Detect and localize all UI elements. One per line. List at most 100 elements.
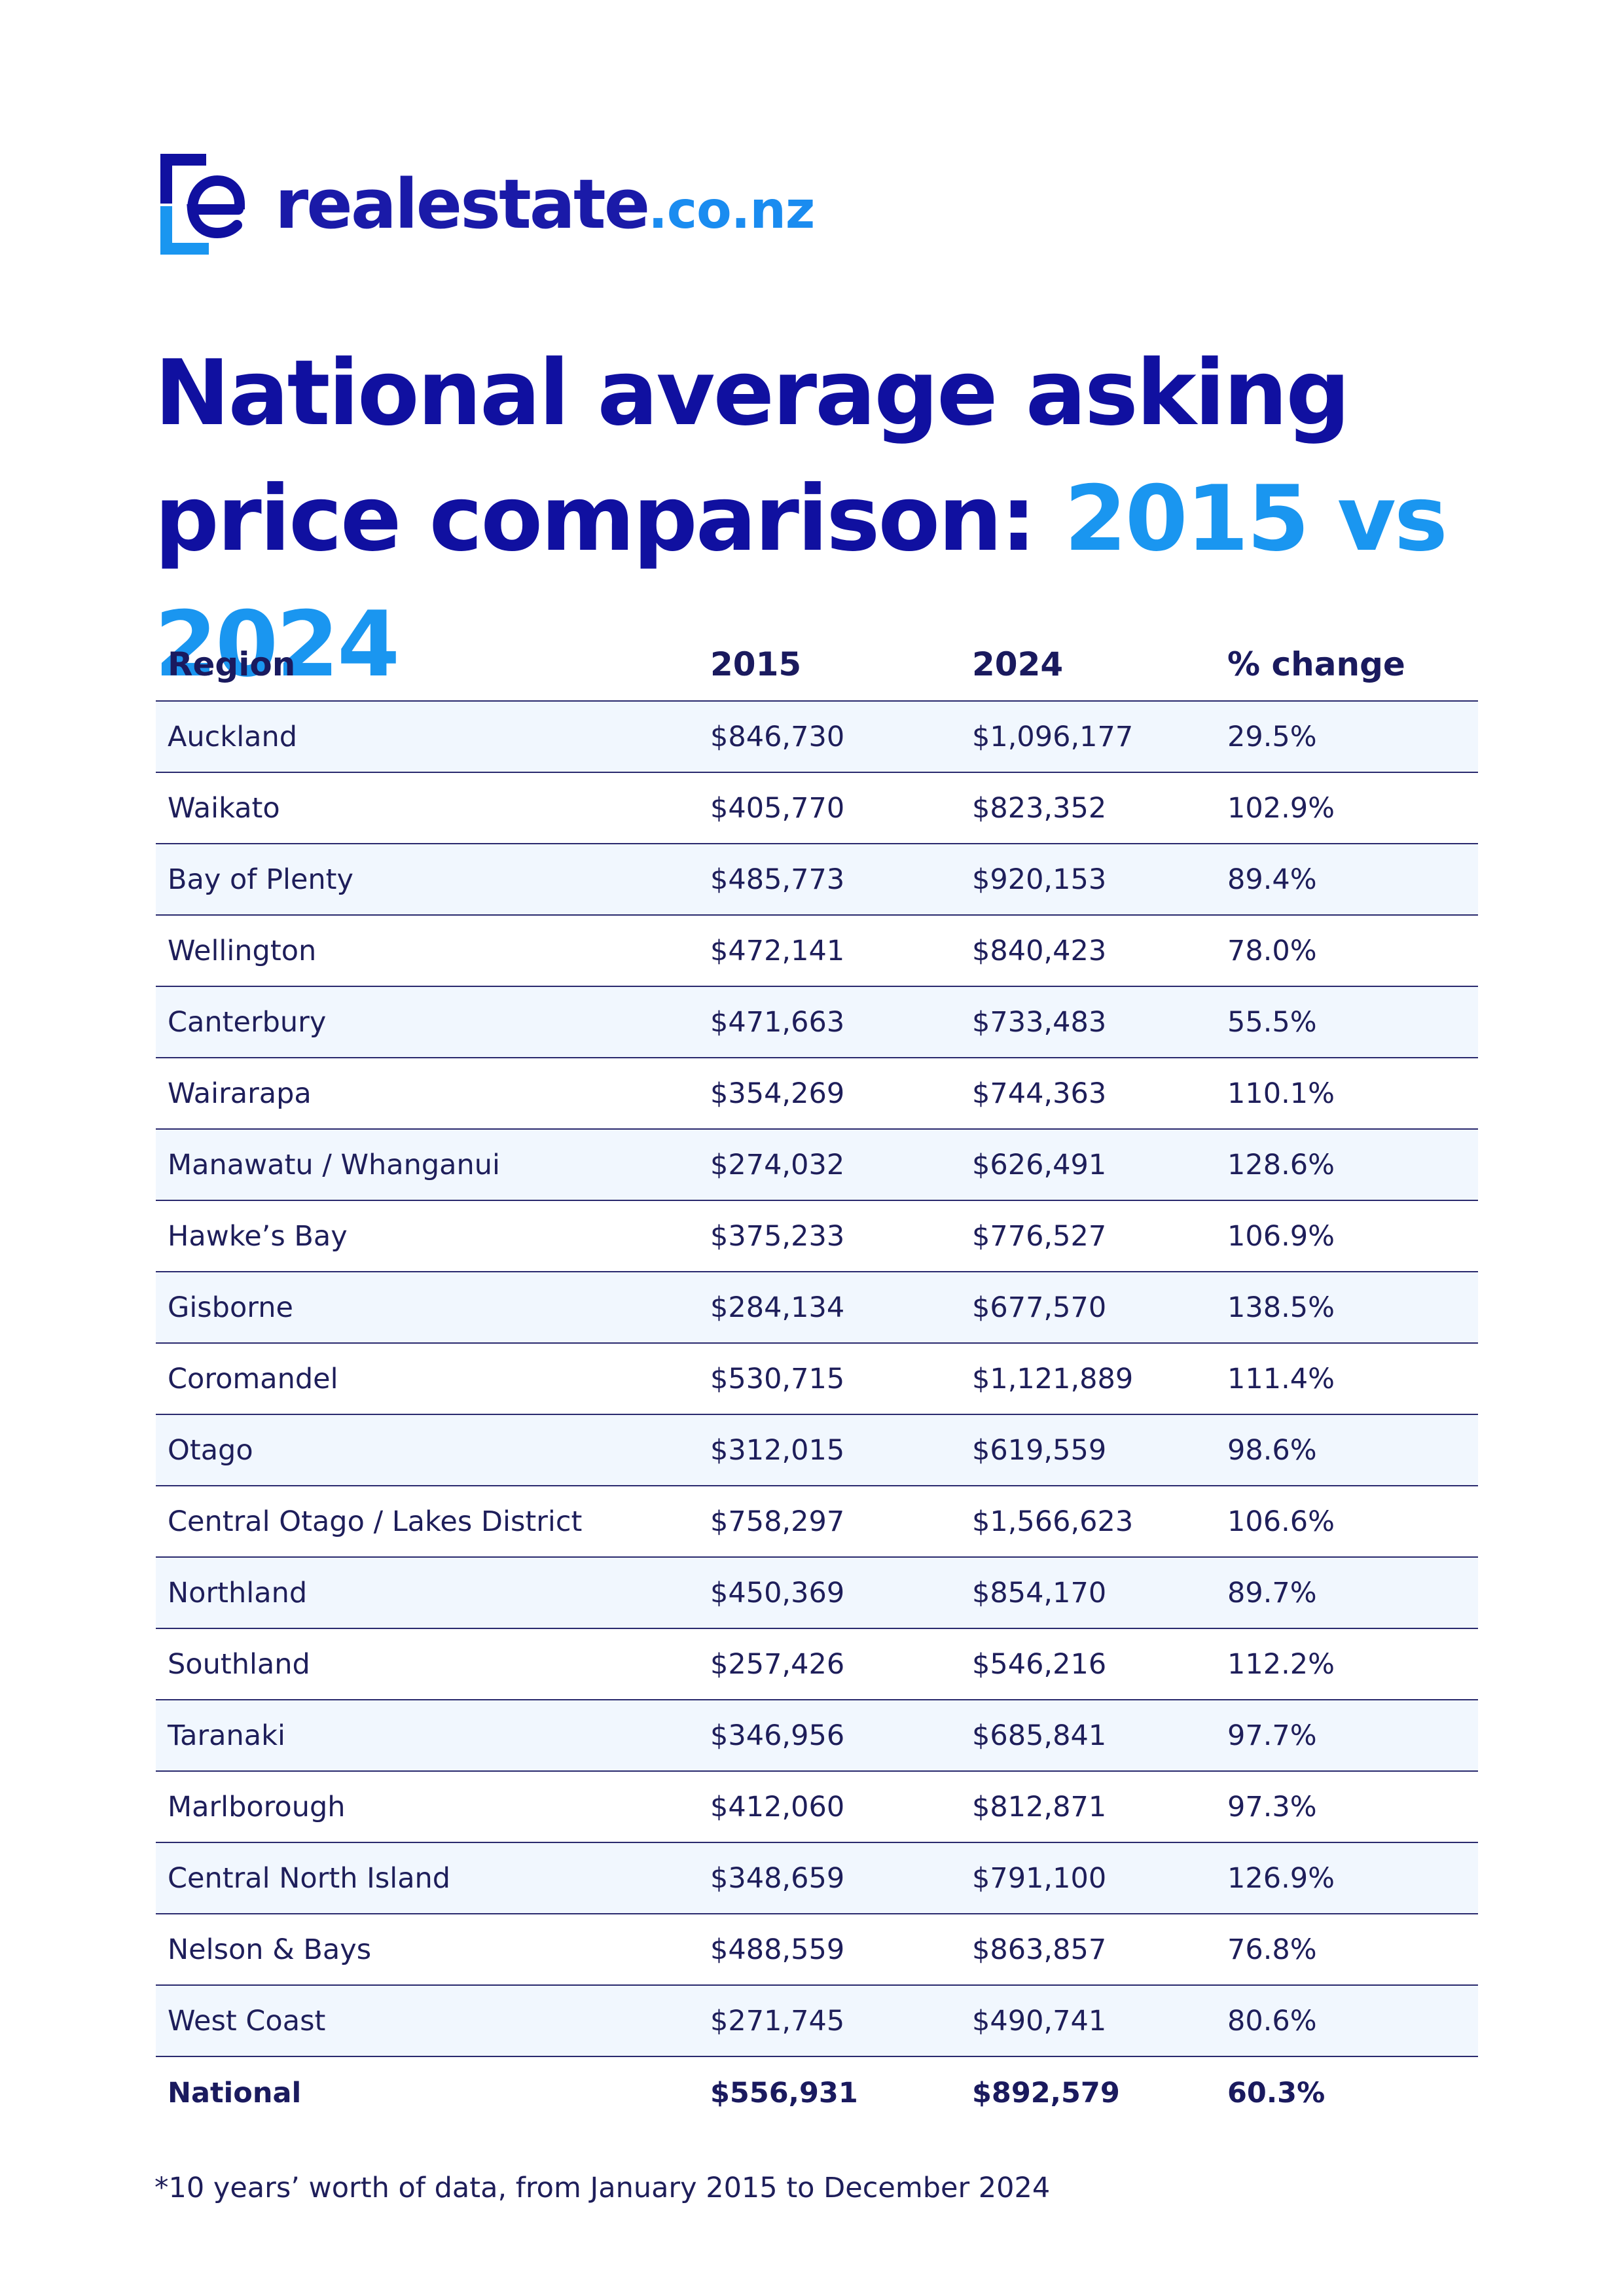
table-row: Gisborne $284,134 $677,570 138.5% [156, 1272, 1478, 1344]
cell-price-2015: $412,060 [710, 1790, 845, 1823]
cell-percent-change: 89.4% [1227, 863, 1317, 896]
header-2024: 2024 [972, 645, 1064, 683]
cell-percent-change: 111.4% [1227, 1362, 1335, 1395]
cell-percent-change: 78.0% [1227, 934, 1317, 967]
total-region: National [168, 2076, 302, 2109]
cell-price-2015: $488,559 [710, 1933, 845, 1966]
cell-price-2015: $257,426 [710, 1647, 845, 1681]
cell-region: Wellington [168, 934, 317, 967]
table-row: Auckland $846,730 $1,096,177 29.5% [156, 702, 1478, 773]
table-row: Central Otago / Lakes District $758,297 $1… [156, 1486, 1478, 1558]
cell-price-2024: $619,559 [972, 1433, 1107, 1467]
cell-price-2024: $840,423 [972, 934, 1107, 967]
cell-percent-change: 102.9% [1227, 791, 1335, 825]
cell-price-2015: $530,715 [710, 1362, 845, 1395]
cell-region: Southland [168, 1647, 310, 1681]
cell-price-2015: $274,032 [710, 1148, 845, 1181]
cell-percent-change: 138.5% [1227, 1291, 1335, 1324]
table-row: Manawatu / Whanganui $274,032 $626,491 128.… [156, 1130, 1478, 1201]
cell-price-2015: $471,663 [710, 1005, 845, 1039]
cell-region: Marlborough [168, 1790, 346, 1823]
brand-suffix: .co.nz [648, 181, 815, 240]
cell-price-2015: $354,269 [710, 1077, 845, 1110]
cell-price-2015: $472,141 [710, 934, 845, 967]
cell-percent-change: 112.2% [1227, 1647, 1335, 1681]
table-row: West Coast $271,745 $490,741 80.6% [156, 1986, 1478, 2057]
cell-region: Central Otago / Lakes District [168, 1505, 583, 1538]
table-row: Wairarapa $354,269 $744,363 110.1% [156, 1058, 1478, 1130]
brand-logo: realestate.co.nz [154, 152, 815, 257]
cell-percent-change: 80.6% [1227, 2004, 1317, 2037]
cell-price-2015: $271,745 [710, 2004, 845, 2037]
cell-price-2024: $823,352 [972, 791, 1107, 825]
title-main: National average asking price comparison… [154, 340, 1350, 571]
table-row: Wellington $472,141 $840,423 78.0% [156, 916, 1478, 987]
table-row: Bay of Plenty $485,773 $920,153 89.4% [156, 844, 1478, 916]
cell-price-2024: $1,121,889 [972, 1362, 1134, 1395]
cell-region: Bay of Plenty [168, 863, 353, 896]
cell-price-2015: $312,015 [710, 1433, 845, 1467]
page-title: National average asking price comparison… [154, 331, 1529, 708]
cell-price-2024: $854,170 [972, 1576, 1107, 1609]
price-comparison-table: Region 2015 2024 % change Auckland $846,7… [156, 628, 1478, 2128]
cell-region: Waikato [168, 791, 280, 825]
cell-region: West Coast [168, 2004, 326, 2037]
table-row: Northland $450,369 $854,170 89.7% [156, 1558, 1478, 1629]
cell-region: Nelson & Bays [168, 1933, 372, 1966]
cell-region: Hawke’s Bay [168, 1219, 348, 1253]
cell-price-2024: $776,527 [972, 1219, 1107, 1253]
cell-region: Taranaki [168, 1719, 285, 1752]
table-row: Otago $312,015 $619,559 98.6% [156, 1415, 1478, 1486]
cell-region: Otago [168, 1433, 253, 1467]
cell-region: Gisborne [168, 1291, 293, 1324]
cell-price-2015: $405,770 [710, 791, 845, 825]
cell-region: Central North Island [168, 1861, 451, 1895]
cell-percent-change: 128.6% [1227, 1148, 1335, 1181]
cell-price-2015: $375,233 [710, 1219, 845, 1253]
brand-name: realestate [275, 164, 650, 244]
cell-region: Northland [168, 1576, 308, 1609]
table-row: Nelson & Bays $488,559 $863,857 76.8% [156, 1914, 1478, 1986]
table-row: Waikato $405,770 $823,352 102.9% [156, 773, 1478, 844]
table-row: Central North Island $348,659 $791,100 126.… [156, 1843, 1478, 1914]
cell-price-2015: $346,956 [710, 1719, 845, 1752]
cell-price-2024: $791,100 [972, 1861, 1107, 1895]
total-2024: $892,579 [972, 2076, 1120, 2109]
header-change: % change [1227, 645, 1405, 683]
cell-percent-change: 97.3% [1227, 1790, 1317, 1823]
table-row: Southland $257,426 $546,216 112.2% [156, 1629, 1478, 1700]
cell-price-2015: $348,659 [710, 1861, 845, 1895]
brand-wordmark: realestate.co.nz [275, 170, 815, 240]
cell-percent-change: 97.7% [1227, 1719, 1317, 1752]
cell-percent-change: 98.6% [1227, 1433, 1317, 1467]
cell-percent-change: 89.7% [1227, 1576, 1317, 1609]
table-row: Coromandel $530,715 $1,121,889 111.4% [156, 1344, 1478, 1415]
cell-price-2015: $846,730 [710, 720, 845, 753]
table-row: Taranaki $346,956 $685,841 97.7% [156, 1700, 1478, 1772]
table-total-row: National $556,931 $892,579 60.3% [156, 2057, 1478, 2128]
cell-price-2015: $758,297 [710, 1505, 845, 1538]
footnote: *10 years’ worth of data, from January 2… [154, 2172, 1051, 2204]
realestate-logo-icon [160, 154, 245, 255]
total-2015: $556,931 [710, 2076, 858, 2109]
cell-percent-change: 126.9% [1227, 1861, 1335, 1895]
table-body: Auckland $846,730 $1,096,177 29.5% Waikato $4… [156, 702, 1478, 2057]
cell-price-2024: $744,363 [972, 1077, 1107, 1110]
cell-price-2024: $685,841 [972, 1719, 1107, 1752]
cell-price-2024: $920,153 [972, 863, 1107, 896]
table-row: Marlborough $412,060 $812,871 97.3% [156, 1772, 1478, 1843]
cell-price-2015: $485,773 [710, 863, 845, 896]
header-2015: 2015 [710, 645, 802, 683]
cell-region: Coromandel [168, 1362, 338, 1395]
cell-price-2024: $546,216 [972, 1647, 1107, 1681]
cell-price-2024: $626,491 [972, 1148, 1107, 1181]
cell-region: Wairarapa [168, 1077, 312, 1110]
cell-percent-change: 110.1% [1227, 1077, 1335, 1110]
total-change: 60.3% [1227, 2076, 1326, 2109]
cell-price-2024: $733,483 [972, 1005, 1107, 1039]
cell-percent-change: 29.5% [1227, 720, 1317, 753]
cell-price-2024: $1,096,177 [972, 720, 1134, 753]
cell-price-2015: $450,369 [710, 1576, 845, 1609]
title-highlight: 2015 vs 2024 [154, 466, 1448, 697]
cell-percent-change: 106.9% [1227, 1219, 1335, 1253]
